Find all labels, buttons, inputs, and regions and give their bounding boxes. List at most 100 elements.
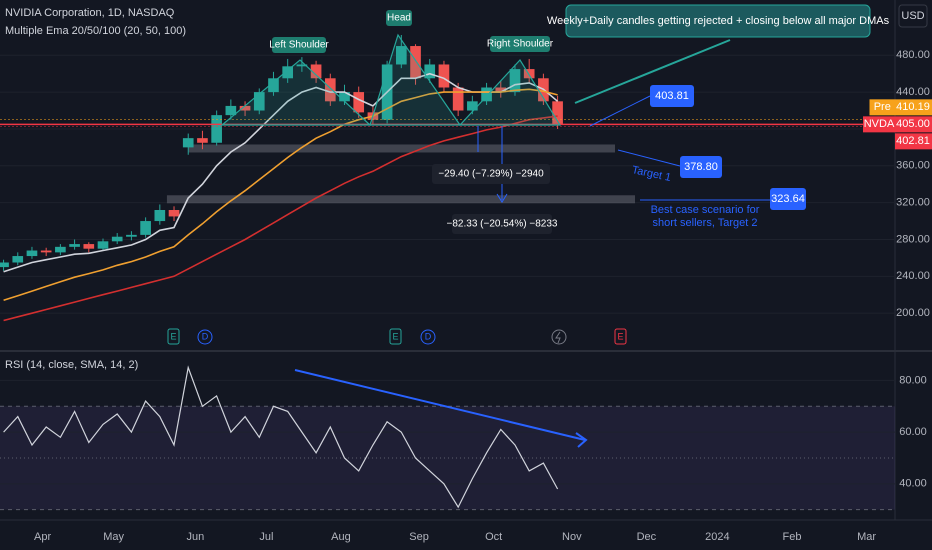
- label: Left Shoulder: [269, 40, 329, 51]
- rsi-trend-line: [294, 369, 586, 441]
- candle-body: [12, 256, 24, 263]
- candle-body: [296, 64, 308, 67]
- x-tick-label: Jun: [186, 531, 204, 543]
- candle-body: [211, 115, 222, 143]
- measure-text: −29.40 (−7.29%) −2940: [438, 169, 544, 180]
- candle-body: [0, 262, 9, 268]
- x-tick-label: Feb: [783, 531, 802, 543]
- candle-body: [197, 138, 208, 143]
- price-tag-label: Pre: [874, 101, 891, 113]
- head-shoulders: [220, 33, 562, 127]
- label-box: [490, 36, 550, 52]
- callout-line: [574, 39, 731, 104]
- candle-body: [111, 236, 123, 242]
- symbol-title: NVIDIA Corporation, 1D, NASDAQ: [5, 7, 175, 19]
- events: E D E D E: [167, 328, 627, 345]
- candle-body: [523, 69, 535, 79]
- candle-body: [40, 250, 52, 253]
- target-value: 378.80: [684, 161, 718, 173]
- candle-body: [452, 87, 464, 111]
- y-tick-label: 240.00: [896, 270, 930, 282]
- candle-body: [126, 234, 137, 237]
- candle-body: [282, 66, 294, 79]
- event-label: E: [170, 331, 176, 341]
- measure-box: [432, 164, 550, 184]
- target-zone: [188, 144, 615, 153]
- price-value: 405.00: [896, 118, 930, 130]
- candle-body: [168, 210, 180, 217]
- pattern-shape: [220, 33, 562, 127]
- candle-body: [481, 87, 492, 102]
- target-zone: [166, 195, 635, 204]
- rsi-line: [3, 365, 559, 509]
- candle-body: [268, 78, 279, 93]
- x-tick-label: Aug: [331, 531, 351, 543]
- y-tick-label: 360.00: [896, 160, 930, 172]
- candle-body: [69, 244, 80, 247]
- event-icon: [389, 328, 402, 345]
- x-tick-label: Nov: [562, 531, 582, 543]
- candle-body: [253, 92, 265, 111]
- price-tag: [895, 133, 932, 150]
- candle-body: [55, 246, 66, 253]
- event-label: E: [617, 331, 623, 341]
- event-label: D: [425, 331, 432, 341]
- candle-body: [353, 92, 365, 113]
- candle-body: [239, 105, 251, 111]
- candle-body: [339, 92, 350, 102]
- y-tick-label: 200.00: [896, 307, 930, 319]
- label: Right Shoulder: [487, 39, 554, 50]
- candle-body: [83, 244, 95, 249]
- y-tick-label: 480.00: [896, 49, 930, 61]
- candle-body: [225, 105, 237, 116]
- candle-body: [26, 250, 38, 257]
- ema-line: [3, 115, 558, 322]
- event-icon: [551, 329, 567, 345]
- currency[interactable]: USD: [901, 10, 924, 22]
- label-box: [272, 37, 326, 53]
- candle-body: [495, 87, 507, 93]
- label: Head: [387, 13, 411, 24]
- callout-text: Weekly+Daily candles getting rejected + …: [547, 15, 890, 27]
- x-tick-label: May: [103, 531, 124, 543]
- callout-box: [565, 4, 871, 38]
- price-tag: [895, 116, 932, 133]
- y-tick-label: 320.00: [896, 197, 930, 209]
- x-tick-label: Dec: [637, 531, 657, 543]
- marks: [0, 35, 895, 511]
- measure-arrow: [496, 193, 508, 203]
- x-tick-label: Jul: [259, 531, 273, 543]
- label-box: [386, 10, 412, 26]
- y-tick-label: 60.00: [899, 426, 927, 438]
- event-glyph: [555, 331, 561, 344]
- candle-body: [396, 46, 407, 65]
- event-label: E: [392, 331, 398, 341]
- candle-body: [410, 46, 421, 79]
- target-note: Best case scenario for short sellers, Ta…: [650, 204, 760, 229]
- measure-text: −82.33 (−20.54%) −8233: [447, 219, 558, 230]
- price-value: 410.19: [896, 101, 930, 113]
- price-tag-label: NVDA: [864, 118, 895, 130]
- currency-button[interactable]: [898, 4, 928, 28]
- candle-body: [310, 64, 322, 79]
- candle-body: [182, 138, 194, 148]
- trend-arrow: [575, 432, 588, 448]
- target-box: [650, 85, 694, 107]
- ema-line: [3, 72, 559, 273]
- indicator-title: Multiple Ema 20/50/100 (20, 50, 100): [5, 25, 186, 37]
- candle-body: [509, 69, 521, 93]
- price-tag: [863, 116, 895, 133]
- x-tick-label: Oct: [485, 531, 502, 543]
- x-tick-label: Apr: [34, 531, 51, 543]
- rsi-band: [0, 406, 895, 510]
- candle-body: [324, 78, 336, 102]
- arrow-line: [589, 95, 651, 127]
- candle-body: [154, 210, 166, 222]
- target-box: [680, 156, 722, 178]
- target-value: 323.64: [771, 193, 805, 205]
- target-note-text: Best case scenario for short sellers, Ta…: [650, 204, 760, 229]
- measure-box: [452, 214, 552, 234]
- x-tick-label: Mar: [857, 531, 876, 543]
